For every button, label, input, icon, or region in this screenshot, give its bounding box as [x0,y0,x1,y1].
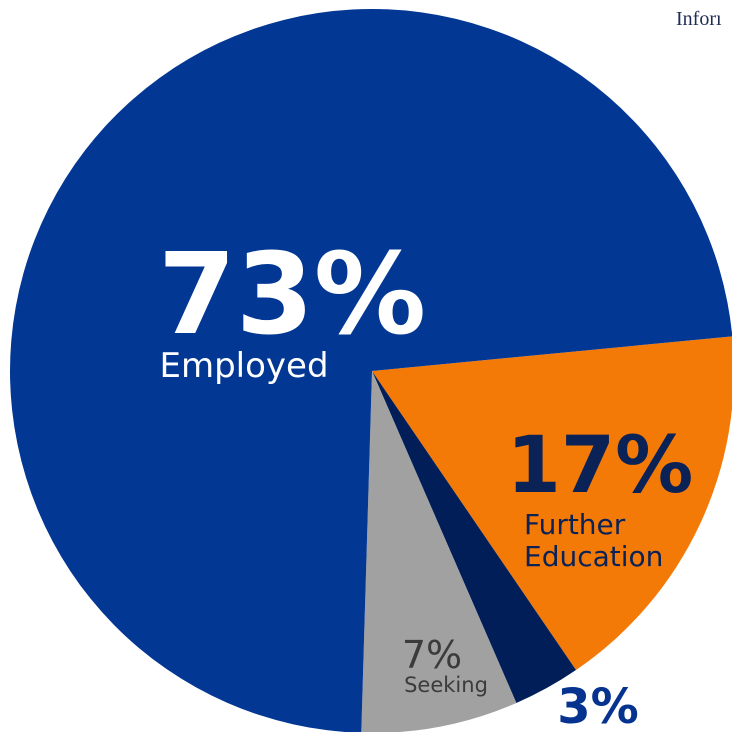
pie-slices [10,9,732,732]
employed-slice [10,9,732,732]
further-education-percent-label: 17% [507,421,694,511]
seeking-percent-label: 7% [402,633,462,677]
other-slice [372,371,576,703]
further-education-slice [372,336,732,671]
employed-category-label: Employed [159,346,328,386]
employed-percent-label: 73% [158,230,426,360]
seeking-slice [361,371,517,732]
seeking-category-label: Seeking [404,673,488,697]
further-education-label-line2: Education [524,540,663,573]
corner-caption: Inforı [676,8,722,30]
further-education-label-line1: Further [524,508,626,541]
three-percent-label: 3% [557,679,639,732]
